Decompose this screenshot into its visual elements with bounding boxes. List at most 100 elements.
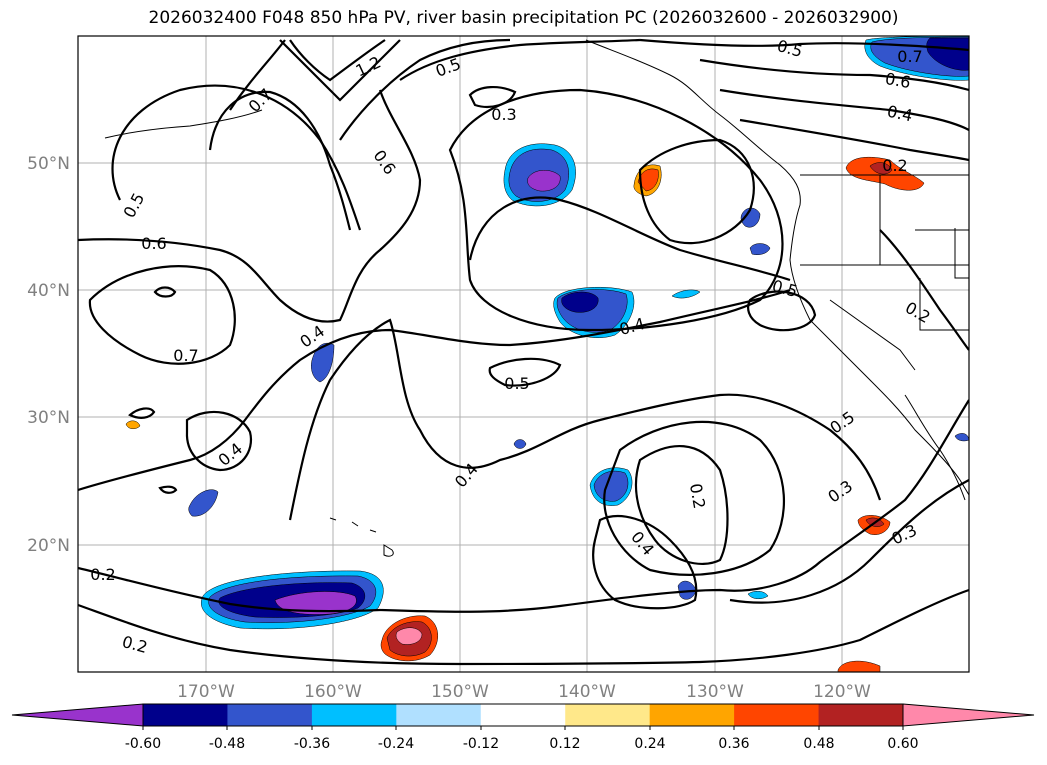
colorbar-tick-label: -0.60 — [125, 736, 161, 752]
contour-label: 0.2 — [90, 565, 115, 584]
aleutian-islands — [104, 109, 263, 139]
colorbar: -0.60 -0.48 -0.36 -0.24 -0.12 0.12 0.24 … — [11, 703, 1035, 752]
lon-label: 150°W — [431, 682, 489, 702]
contour-topright-4 — [739, 118, 969, 162]
contour-0.5-right — [747, 290, 817, 332]
lon-label: 170°W — [177, 682, 235, 702]
colorbar-extend-low — [11, 703, 144, 727]
plot-background — [78, 36, 969, 672]
colorbar-cell — [734, 704, 820, 726]
precip-area-mid-core — [561, 291, 599, 313]
colorbar-tick-label: -0.24 — [378, 736, 414, 752]
contour-0.7-west — [208, 90, 352, 231]
colorbar-cell — [396, 704, 482, 726]
colorbar-tick-label: -0.36 — [294, 736, 330, 752]
precip-area-small-7 — [747, 591, 769, 599]
contour-0.4-band — [78, 288, 791, 492]
precip-area-small-1 — [311, 342, 335, 383]
precip-area-topright-core — [926, 37, 969, 71]
contour-small-west-2 — [128, 407, 156, 419]
pv-contours — [78, 38, 969, 666]
lat-labels: 50°N 40°N 30°N 20°N — [27, 154, 70, 556]
contour-0.4-loop — [185, 410, 253, 472]
precip-area-small-6 — [513, 439, 527, 449]
contour-0.5-mid — [488, 357, 562, 387]
coastlines — [104, 39, 969, 557]
contour-north-3 — [229, 39, 286, 111]
colorbar-cell — [480, 704, 566, 726]
colorbar-cell — [143, 704, 228, 726]
lon-label: 130°W — [686, 682, 744, 702]
border-state-3 — [829, 299, 916, 371]
contour-label: 0.3 — [491, 105, 516, 124]
contour-north-1 — [279, 39, 401, 102]
plot-frame — [77, 35, 970, 673]
colorbar-tick-label: 0.12 — [549, 736, 580, 752]
lat-label: 40°N — [27, 281, 70, 301]
colorbar-tick-label: 0.36 — [718, 736, 749, 752]
border-state-5 — [954, 228, 969, 279]
lon-label: 120°W — [813, 682, 871, 702]
lon-labels: 170°W 160°W 150°W 140°W 130°W 120°W — [177, 682, 871, 702]
contour-label: 0.6 — [141, 234, 166, 253]
lat-label: 20°N — [27, 536, 70, 556]
contour-label: 0.2 — [686, 482, 709, 510]
coastline-north-america — [585, 39, 969, 496]
precip-area-hawaii-core — [395, 627, 423, 645]
contour-label: 0.4 — [885, 102, 914, 126]
border-state-6 — [919, 278, 969, 331]
precip-area-north-core — [527, 170, 561, 192]
colorbar-tick-label: -0.12 — [463, 736, 499, 752]
contour-label: 0.6 — [884, 69, 912, 92]
contour-0.4-mid — [288, 318, 882, 521]
contour-0.7-loop — [88, 265, 236, 365]
contour-0.7-small — [153, 286, 177, 298]
contour-0.2-cell — [634, 444, 729, 565]
colorbar-cell — [565, 704, 651, 726]
contour-north-2 — [289, 39, 386, 82]
colorbar-cell — [649, 704, 735, 726]
contour-0.2-low — [78, 588, 969, 666]
contour-0.6 — [78, 89, 422, 323]
precip-area-south-core — [593, 470, 629, 502]
colorbar-ticks — [142, 726, 904, 730]
colorbar-cell — [227, 704, 313, 726]
precip-area-small-2 — [188, 489, 219, 517]
contour-0.2-ne — [638, 138, 755, 245]
precip-area-band-core — [274, 591, 357, 615]
contour-0.3-north — [468, 86, 517, 109]
contour-label: 0.5 — [504, 374, 529, 393]
precip-fill-areas — [125, 36, 969, 672]
precip-area-warm-4 — [837, 660, 881, 672]
colorbar-cells — [143, 704, 904, 726]
colorbar-tick-label: 0.60 — [887, 736, 918, 752]
contour-0.5-north — [399, 38, 641, 81]
contour-0.5-ring — [448, 88, 784, 332]
contour-0.3-cell — [603, 420, 785, 576]
colorbar-tick-label: 0.48 — [803, 736, 834, 752]
hawaii-islands — [329, 517, 394, 557]
contour-0.2-south — [78, 399, 969, 613]
contour-topright-2 — [699, 58, 969, 92]
lat-label: 50°N — [27, 154, 70, 174]
precip-area-small-8 — [671, 289, 701, 299]
precip-area-warm-1-core — [637, 168, 659, 192]
colorbar-cell — [311, 704, 397, 726]
contour-label: 0.7 — [173, 346, 198, 365]
colorbar-cell — [818, 704, 904, 726]
precip-area-warm-2-core — [869, 162, 893, 175]
contour-0.3-right — [729, 479, 969, 604]
colorbar-frame — [142, 703, 904, 727]
map-title: 2026032400 F048 850 hPa PV, river basin … — [148, 8, 899, 28]
contour-0.6-north — [339, 38, 511, 141]
contour-topright-3 — [719, 88, 969, 131]
contour-0.2-east — [879, 229, 969, 351]
contour-0.4-cell — [592, 515, 698, 610]
contour-label: 0.2 — [882, 156, 907, 175]
contour-0.4-ring — [468, 196, 791, 282]
colorbar-tick-label: 0.24 — [634, 736, 665, 752]
precip-area-small-4 — [749, 243, 771, 255]
contour-small-west — [158, 485, 178, 494]
